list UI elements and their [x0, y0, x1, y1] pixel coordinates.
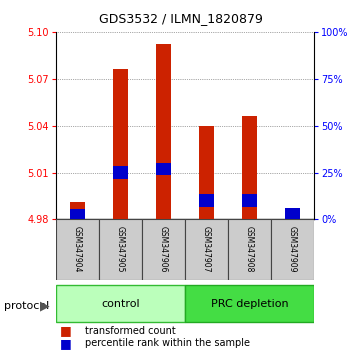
Text: control: control — [101, 298, 140, 309]
Bar — [70, 202, 85, 219]
Text: GDS3532 / ILMN_1820879: GDS3532 / ILMN_1820879 — [99, 12, 262, 25]
Bar — [156, 44, 171, 219]
Text: GSM347904: GSM347904 — [73, 226, 82, 273]
Text: protocol: protocol — [4, 301, 49, 311]
Text: GSM347905: GSM347905 — [116, 226, 125, 273]
Bar — [285, 218, 300, 219]
Text: transformed count: transformed count — [85, 326, 175, 336]
Bar — [142, 219, 185, 280]
Bar — [242, 116, 257, 219]
Bar — [271, 219, 314, 280]
Bar — [285, 207, 300, 220]
Text: GSM347907: GSM347907 — [202, 226, 211, 273]
Bar — [185, 219, 228, 280]
Text: percentile rank within the sample: percentile rank within the sample — [85, 338, 250, 348]
Text: GSM347909: GSM347909 — [288, 226, 297, 273]
Text: ■: ■ — [60, 325, 71, 337]
Bar — [56, 219, 99, 280]
Bar — [199, 126, 214, 219]
Text: ■: ■ — [60, 337, 71, 350]
Bar — [156, 162, 171, 175]
Bar — [70, 210, 85, 222]
Bar — [99, 219, 142, 280]
Bar — [242, 194, 257, 207]
Bar — [56, 285, 185, 322]
Bar — [185, 285, 314, 322]
Bar — [228, 219, 271, 280]
Text: GSM347906: GSM347906 — [159, 226, 168, 273]
Bar — [113, 69, 128, 219]
Text: ▶: ▶ — [40, 300, 50, 313]
Text: GSM347908: GSM347908 — [245, 226, 254, 273]
Bar — [199, 194, 214, 207]
Bar — [113, 166, 128, 179]
Text: PRC depletion: PRC depletion — [211, 298, 288, 309]
